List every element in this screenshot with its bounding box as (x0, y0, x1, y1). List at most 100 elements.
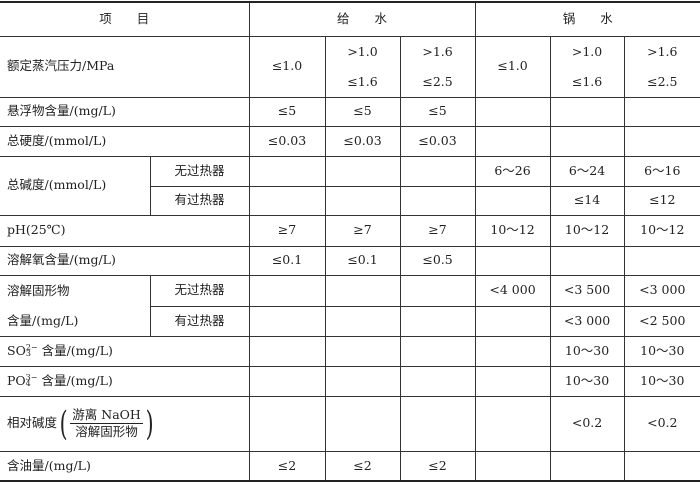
cell: ≤2 (324, 450, 401, 482)
table-row: 额定蒸汽压力/MPa ≤1.0 >1.0 ≤1.6 >1.6 ≤2.5 ≤1.0 >… (0, 35, 700, 98)
cell: 10～30 (549, 335, 625, 367)
table-row: 含油量/(mg/L) ≤2 ≤2 ≤2 (0, 450, 700, 482)
cell: 6～24 (549, 155, 625, 187)
table-row: PO 3− 4 含量/(mg/L) 10～30 10～30 (0, 365, 700, 397)
cell: ≥7 (248, 214, 326, 247)
cell: ≤2 (248, 450, 326, 482)
cell (248, 305, 326, 337)
cell: ≥7 (324, 214, 401, 247)
row-label: 总硬度/(mmol/L) (0, 125, 250, 157)
cell: ≤0.03 (324, 125, 401, 157)
cell (399, 305, 476, 337)
cell (324, 365, 401, 397)
row-label: 额定蒸汽压力/MPa (0, 35, 250, 98)
cell: >1.0 ≤1.6 (549, 35, 625, 98)
cell: 10～12 (623, 214, 700, 247)
cell: >1.6 ≤2.5 (623, 35, 700, 98)
cell: ≤5 (248, 96, 326, 127)
cell: <3 000 (549, 305, 625, 337)
row-label: 溶解固形物 含量/(mg/L) (0, 274, 151, 337)
cell (324, 274, 401, 307)
cell: <4 000 (474, 274, 551, 307)
table-row: SO 2− 3 含量/(mg/L) 10～30 10～30 (0, 335, 700, 367)
cell (549, 96, 625, 127)
cell (399, 155, 476, 187)
table-row: 总碱度/(mmol/L) 无过热器 6～26 6～24 6～16 (0, 155, 700, 216)
cell (549, 125, 625, 157)
cell: ≤0.1 (324, 245, 401, 276)
cell: <0.2 (549, 395, 625, 452)
cell (324, 335, 401, 367)
cell: ≤14 (549, 185, 625, 216)
sub-label: 无过热器 (149, 155, 250, 187)
cell (399, 335, 476, 367)
cell: ≤0.03 (248, 125, 326, 157)
cell (248, 395, 326, 452)
row-label: 悬浮物含量/(mg/L) (0, 96, 250, 127)
cell (248, 185, 326, 216)
table-row: 溶解固形物 含量/(mg/L) 无过热器 <4 000 <3 500 <3 000 (0, 274, 700, 337)
header-boiler-water: 锅 水 (474, 1, 700, 37)
row-label: 含油量/(mg/L) (0, 450, 250, 482)
table-row: 相对碱度(游离 NaOH 溶解固形物) <0.2 <0.2 (0, 395, 700, 452)
table-row: 有过热器 ≤14 ≤12 (0, 185, 700, 216)
row-label: 溶解氧含量/(mg/L) (0, 245, 250, 276)
cell: <2 500 (623, 305, 700, 337)
cell: >1.0 ≤1.6 (324, 35, 401, 98)
row-label: SO 2− 3 含量/(mg/L) (0, 335, 250, 367)
cell (474, 365, 551, 397)
cell: 10～30 (623, 365, 700, 397)
cell: ≤0.1 (248, 245, 326, 276)
cell: <3 500 (549, 274, 625, 307)
cell: ≥7 (399, 214, 476, 247)
cell: ≤0.03 (399, 125, 476, 157)
cell (474, 96, 551, 127)
cell (399, 185, 476, 216)
cell (474, 305, 551, 337)
cell: ≤12 (623, 185, 700, 216)
cell: ≤5 (399, 96, 476, 127)
cell: 10～12 (549, 214, 625, 247)
cell (248, 365, 326, 397)
cell: <3 000 (623, 274, 700, 307)
sub-label: 有过热器 (150, 305, 250, 337)
cell (549, 450, 625, 482)
row-label: pH(25℃) (0, 214, 250, 247)
row-label: 相对碱度(游离 NaOH 溶解固形物) (0, 395, 250, 452)
cell: ≤2 (399, 450, 476, 482)
cell (474, 335, 551, 367)
cell (399, 395, 476, 452)
cell (324, 395, 401, 452)
cell: ≤0.5 (399, 245, 476, 276)
cell (474, 395, 551, 452)
table-row: 溶解氧含量/(mg/L) ≤0.1 ≤0.1 ≤0.5 (0, 245, 700, 276)
table-row: 有过热器 <3 000 <2 500 (0, 305, 700, 337)
cell (474, 245, 551, 276)
cell (474, 450, 551, 482)
cell (248, 155, 326, 187)
table-row: 悬浮物含量/(mg/L) ≤5 ≤5 ≤5 (0, 96, 700, 127)
cell (623, 450, 700, 482)
cell (324, 305, 401, 337)
table-row: pH(25℃) ≥7 ≥7 ≥7 10～12 10～12 10～12 (0, 214, 700, 247)
cell (623, 125, 700, 157)
cell: 10～30 (549, 365, 625, 397)
cell (623, 245, 700, 276)
cell (324, 185, 401, 216)
row-label: PO 3− 4 含量/(mg/L) (0, 365, 250, 397)
cell (248, 335, 326, 367)
cell (248, 274, 326, 307)
cell (623, 96, 700, 127)
sub-label: 有过热器 (150, 185, 250, 216)
cell (399, 365, 476, 397)
cell: ≤1.0 (248, 35, 326, 98)
row-label: 总碱度/(mmol/L) (0, 155, 151, 216)
cell: <0.2 (623, 395, 700, 452)
cell: >1.6 ≤2.5 (399, 35, 476, 98)
cell (474, 125, 551, 157)
table-row: 总硬度/(mmol/L) ≤0.03 ≤0.03 ≤0.03 (0, 125, 700, 157)
cell: 10～12 (474, 214, 551, 247)
cell: 6～16 (623, 155, 700, 187)
cell: ≤1.0 (474, 35, 551, 98)
